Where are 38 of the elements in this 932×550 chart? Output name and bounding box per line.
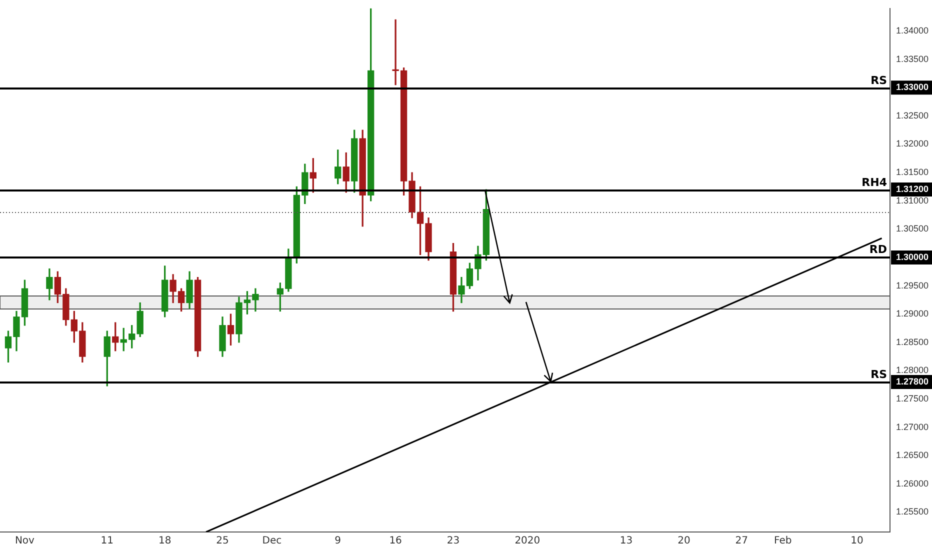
x-tick-label: Dec bbox=[262, 536, 282, 547]
ref-line-label: RD bbox=[869, 242, 887, 256]
x-tick-label: 27 bbox=[735, 536, 748, 547]
y-tick-label: 1.34000 bbox=[896, 26, 929, 36]
y-tick-label: 1.28500 bbox=[896, 336, 929, 347]
x-tick-label: Feb bbox=[774, 536, 792, 547]
y-tick-label: 1.32500 bbox=[896, 110, 929, 120]
y-tick-label: 1.26500 bbox=[896, 450, 929, 460]
ref-line-label: RH4 bbox=[862, 176, 888, 189]
x-tick-label: 13 bbox=[620, 536, 633, 547]
x-tick-label: 20 bbox=[678, 536, 690, 547]
y-tick-label: 1.30500 bbox=[896, 224, 929, 234]
y-tick-label: 1.33000 bbox=[896, 82, 929, 92]
y-tick-label: 1.33500 bbox=[896, 54, 929, 64]
x-tick-label: 11 bbox=[100, 536, 114, 547]
x-tick-label: 18 bbox=[158, 536, 172, 547]
x-tick-label: 25 bbox=[216, 536, 229, 547]
y-tick-label: 1.31200 bbox=[896, 184, 929, 194]
y-tick-label: 1.28000 bbox=[896, 365, 929, 376]
x-tick-label: 23 bbox=[446, 536, 460, 547]
y-tick-label: 1.31000 bbox=[896, 195, 929, 206]
y-tick-label: 1.32000 bbox=[896, 138, 929, 149]
y-tick-label: 1.29500 bbox=[896, 280, 929, 290]
y-tick-label: 1.27000 bbox=[896, 422, 929, 432]
x-tick-label: 10 bbox=[850, 536, 864, 547]
ref-line-label: RS bbox=[870, 368, 888, 381]
x-tick-label: 2020 bbox=[514, 536, 540, 547]
y-tick-label: 1.27500 bbox=[896, 393, 929, 404]
x-tick-label: 16 bbox=[389, 536, 402, 547]
y-tick-label: 1.26000 bbox=[896, 478, 929, 488]
y-tick-label: 1.25500 bbox=[896, 506, 929, 517]
y-tick-label: 1.29000 bbox=[896, 308, 929, 319]
y-tick-label: 1.31500 bbox=[896, 167, 929, 178]
y-tick-label: 1.27800 bbox=[896, 376, 929, 386]
ref-line-label: RS bbox=[870, 74, 888, 87]
y-tick-label: 1.30000 bbox=[896, 252, 929, 262]
x-tick-label: 9 bbox=[334, 536, 342, 547]
x-tick-label: Nov bbox=[14, 536, 35, 547]
